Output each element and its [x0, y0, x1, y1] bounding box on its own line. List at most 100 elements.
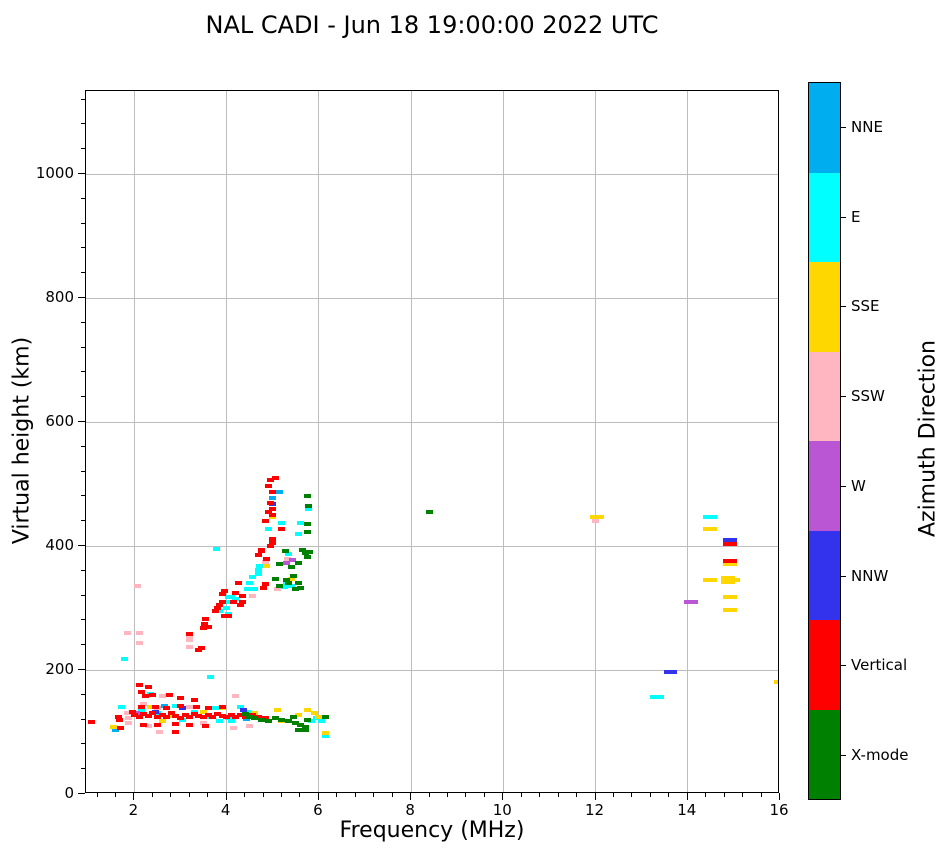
data-point — [262, 560, 270, 565]
x-minor-tick — [188, 793, 190, 797]
data-point — [120, 656, 128, 661]
data-point — [201, 621, 208, 626]
data-point — [190, 697, 198, 702]
data-point — [88, 720, 96, 725]
colorbar-segment-vertical — [809, 620, 840, 710]
x-minor-tick — [428, 793, 430, 797]
data-point — [133, 710, 141, 715]
data-point — [149, 710, 157, 715]
data-point — [137, 708, 145, 713]
data-point — [723, 558, 731, 563]
x-minor-tick — [336, 793, 338, 797]
data-point — [255, 714, 263, 719]
data-point — [135, 640, 143, 645]
x-minor-tick — [483, 793, 485, 797]
data-point — [207, 674, 214, 679]
data-point — [216, 602, 224, 607]
y-minor-tick — [81, 520, 85, 522]
data-point — [709, 514, 717, 519]
data-point — [111, 727, 119, 732]
data-point — [269, 540, 277, 545]
data-point — [709, 527, 717, 532]
data-point — [732, 578, 740, 583]
data-point — [158, 718, 166, 723]
data-point — [269, 536, 277, 541]
data-point — [303, 494, 311, 499]
data-point — [211, 609, 219, 614]
y-tick — [78, 421, 85, 423]
y-tick — [78, 669, 85, 670]
colorbar-label-nnw: NNW — [851, 566, 889, 585]
x-minor-tick — [705, 793, 707, 797]
data-point — [200, 625, 208, 630]
data-point — [156, 730, 164, 734]
data-point — [125, 720, 133, 725]
data-point — [177, 703, 185, 708]
data-point — [220, 589, 228, 594]
y-minor-tick — [81, 346, 85, 348]
data-point — [167, 713, 175, 718]
data-point — [218, 704, 226, 709]
colorbar-segment-x-mode — [809, 709, 840, 799]
data-point — [266, 478, 274, 483]
x-tick-label: 10 — [492, 801, 512, 819]
data-point — [118, 705, 125, 710]
data-point — [140, 712, 148, 717]
data-point — [226, 599, 234, 604]
y-minor-tick — [81, 197, 85, 199]
data-point — [723, 562, 731, 566]
x-minor-tick — [760, 793, 762, 797]
data-point — [163, 705, 171, 710]
data-point — [202, 617, 210, 622]
data-point — [236, 602, 244, 607]
data-point — [728, 579, 736, 584]
data-point — [116, 717, 124, 722]
data-point — [124, 630, 131, 635]
data-point — [721, 579, 729, 584]
data-point — [140, 702, 148, 707]
data-point — [165, 692, 173, 697]
data-point — [728, 576, 736, 581]
data-point — [287, 565, 295, 570]
data-point — [200, 709, 208, 714]
data-point — [190, 712, 198, 717]
y-gridline — [86, 421, 778, 423]
data-point — [195, 713, 203, 718]
y-minor-tick — [81, 768, 85, 770]
data-point — [317, 718, 325, 723]
x-tick — [686, 793, 688, 800]
data-point — [723, 538, 731, 543]
colorbar-segment-e — [809, 172, 840, 262]
data-point — [303, 554, 311, 559]
data-point — [204, 624, 212, 629]
data-point — [243, 709, 251, 714]
y-minor-tick — [81, 619, 85, 621]
data-point — [200, 720, 208, 725]
data-point — [264, 509, 272, 514]
colorbar-axis-label: Azimuth Direction — [915, 339, 941, 538]
x-tick-label: 14 — [677, 801, 697, 819]
data-point — [723, 594, 731, 599]
x-tick-label: 16 — [769, 801, 789, 819]
data-point — [211, 706, 219, 711]
data-point — [212, 547, 220, 552]
data-point — [158, 712, 166, 717]
data-point — [730, 607, 738, 612]
data-point — [278, 717, 286, 722]
data-point — [306, 550, 314, 555]
data-point — [144, 685, 152, 690]
data-point — [269, 506, 277, 511]
data-point — [239, 708, 247, 713]
data-point — [200, 715, 208, 720]
data-point — [158, 694, 166, 699]
colorbar-label-e: E — [851, 207, 861, 226]
x-gridline — [226, 91, 228, 792]
x-minor-tick — [280, 793, 282, 797]
colorbar-label-nne: NNE — [851, 117, 883, 136]
x-gridline — [687, 91, 689, 792]
data-point — [283, 560, 291, 565]
data-point — [276, 562, 284, 566]
y-minor-tick — [81, 272, 85, 274]
x-tick — [779, 793, 780, 800]
data-point — [135, 682, 143, 687]
